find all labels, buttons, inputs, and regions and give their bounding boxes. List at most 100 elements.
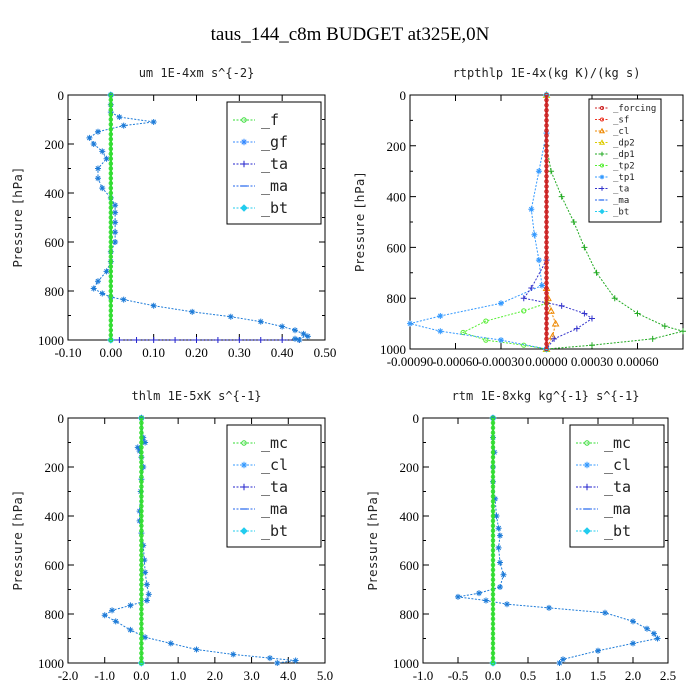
data-point xyxy=(544,118,549,123)
data-point xyxy=(497,532,503,539)
legend-label: _ta xyxy=(613,185,629,195)
data-point xyxy=(116,114,123,121)
data-point xyxy=(500,571,507,578)
data-point xyxy=(544,316,549,321)
legend-label: _ma xyxy=(261,177,288,195)
data-point xyxy=(139,415,144,421)
data-point xyxy=(490,494,496,499)
data-point xyxy=(490,479,496,484)
y-tick-label: 800 xyxy=(387,291,407,306)
data-point xyxy=(139,503,144,509)
data-point xyxy=(139,430,144,435)
data-point xyxy=(127,626,134,633)
legend-label: _ma xyxy=(261,500,288,518)
data-point xyxy=(490,528,496,533)
data-point xyxy=(544,189,549,194)
data-point xyxy=(139,577,144,582)
data-point xyxy=(490,420,496,426)
data-point xyxy=(90,141,97,147)
series-tp1 xyxy=(407,92,550,352)
data-point xyxy=(544,168,549,174)
data-point xyxy=(490,450,496,455)
data-point xyxy=(150,337,157,343)
y-tick-label: 1000 xyxy=(380,342,406,357)
data-point xyxy=(490,616,496,622)
data-point xyxy=(112,229,119,236)
data-point xyxy=(544,245,549,250)
data-point xyxy=(490,606,496,612)
data-point xyxy=(257,337,264,343)
legend-marker xyxy=(599,151,605,157)
data-point xyxy=(490,557,496,563)
data-point xyxy=(139,513,144,519)
x-tick-label: 2.5 xyxy=(660,668,676,683)
data-point xyxy=(490,430,496,435)
data-point xyxy=(544,240,549,245)
data-point xyxy=(112,239,119,245)
data-point xyxy=(108,327,114,333)
data-point xyxy=(108,259,114,264)
data-point xyxy=(139,469,144,475)
data-point xyxy=(139,538,144,543)
x-tick-label: -1.0 xyxy=(94,668,115,683)
panel-title: thlm 1E-5xK s^{-1} xyxy=(131,389,261,403)
legend-label: _sf xyxy=(613,116,629,126)
legend-label: _bt xyxy=(604,522,631,540)
data-point xyxy=(139,548,144,553)
x-tick-label: -0.10 xyxy=(54,345,81,360)
data-point xyxy=(139,572,144,578)
y-axis-label: Pressure [hPa] xyxy=(366,490,380,590)
data-point xyxy=(108,92,114,98)
legend-label: _bt xyxy=(261,522,288,540)
data-point xyxy=(544,326,549,331)
data-point xyxy=(139,636,144,641)
data-point xyxy=(108,185,114,191)
data-point xyxy=(476,590,482,597)
data-point xyxy=(535,168,542,175)
data-point xyxy=(274,660,281,666)
data-point xyxy=(483,318,489,324)
x-tick-label: 2.0 xyxy=(625,668,641,683)
data-point xyxy=(544,138,549,143)
legend-marker xyxy=(583,527,591,535)
legend-label: _tp2 xyxy=(613,162,635,172)
data-point xyxy=(193,646,200,653)
data-point xyxy=(108,131,114,137)
data-point xyxy=(581,310,588,317)
legend-marker xyxy=(584,440,590,446)
data-point xyxy=(108,332,114,338)
legend-label: _f xyxy=(261,111,279,129)
legend-label: _ta xyxy=(604,478,631,496)
data-point xyxy=(611,295,618,302)
y-tick-label: 0 xyxy=(400,88,407,103)
x-tick-label: 0.00000 xyxy=(525,354,567,369)
data-point xyxy=(680,328,686,335)
data-point xyxy=(108,127,114,132)
data-point xyxy=(108,234,114,240)
data-point xyxy=(661,323,668,330)
y-tick-label: 200 xyxy=(400,460,420,475)
data-point xyxy=(544,275,549,281)
legend-label: _mc xyxy=(261,434,288,452)
data-point xyxy=(108,288,114,294)
data-point xyxy=(544,133,549,138)
data-point xyxy=(544,209,549,215)
data-point xyxy=(139,494,144,499)
data-point xyxy=(139,459,144,465)
x-tick-label: 1.0 xyxy=(170,668,186,683)
data-point xyxy=(112,209,119,216)
data-point xyxy=(139,567,144,573)
data-point xyxy=(94,278,101,285)
y-tick-label: 400 xyxy=(400,509,420,524)
data-point xyxy=(139,611,144,617)
data-point xyxy=(292,327,299,334)
x-tick-label: 1.5 xyxy=(590,668,606,683)
data-point xyxy=(109,607,116,614)
data-point xyxy=(630,640,636,647)
legend-label: _dp2 xyxy=(613,139,635,149)
panel-um: um 1E-4xm s^{-2} Pressure [hPa] 0 200 400 600… xyxy=(11,66,336,360)
data-point xyxy=(292,657,299,664)
data-point xyxy=(145,591,152,598)
data-point xyxy=(134,444,141,451)
x-tick-label: -1.0 xyxy=(413,668,434,683)
